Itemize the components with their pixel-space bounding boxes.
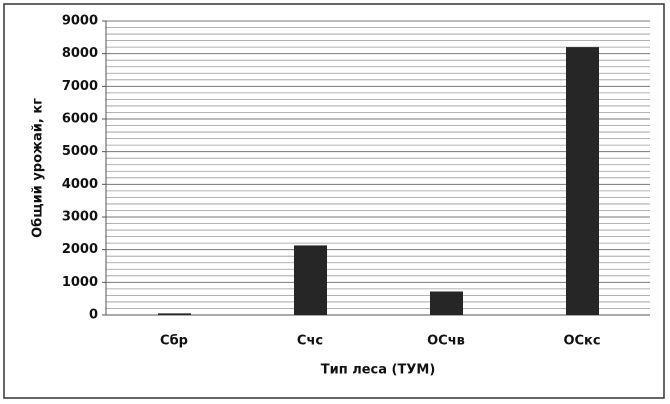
bar (294, 245, 327, 315)
x-tick-label: ОСчв (427, 334, 465, 349)
x-axis-label: Тип леса (ТУМ) (321, 363, 436, 378)
y-tick-label: 4000 (62, 177, 98, 192)
y-tick-label: 5000 (62, 144, 98, 159)
y-tick-label: 6000 (62, 112, 98, 127)
x-tick-label: Счс (297, 334, 323, 349)
x-tick-label: Сбр (160, 334, 188, 349)
bar (566, 47, 599, 316)
x-tick-label: ОСкс (563, 334, 600, 349)
y-tick-label: 9000 (62, 14, 98, 29)
bar (430, 291, 463, 315)
y-tick-label: 8000 (62, 46, 98, 61)
frame (3, 3, 665, 399)
y-tick-label: 7000 (62, 79, 98, 94)
y-tick-label: 0 (89, 308, 98, 323)
y-tick-label: 2000 (62, 242, 98, 257)
y-tick-label: 3000 (62, 210, 98, 225)
y-axis-label: Общий урожай, кг (31, 98, 46, 238)
y-tick-label: 1000 (62, 275, 98, 290)
bar (158, 313, 191, 315)
